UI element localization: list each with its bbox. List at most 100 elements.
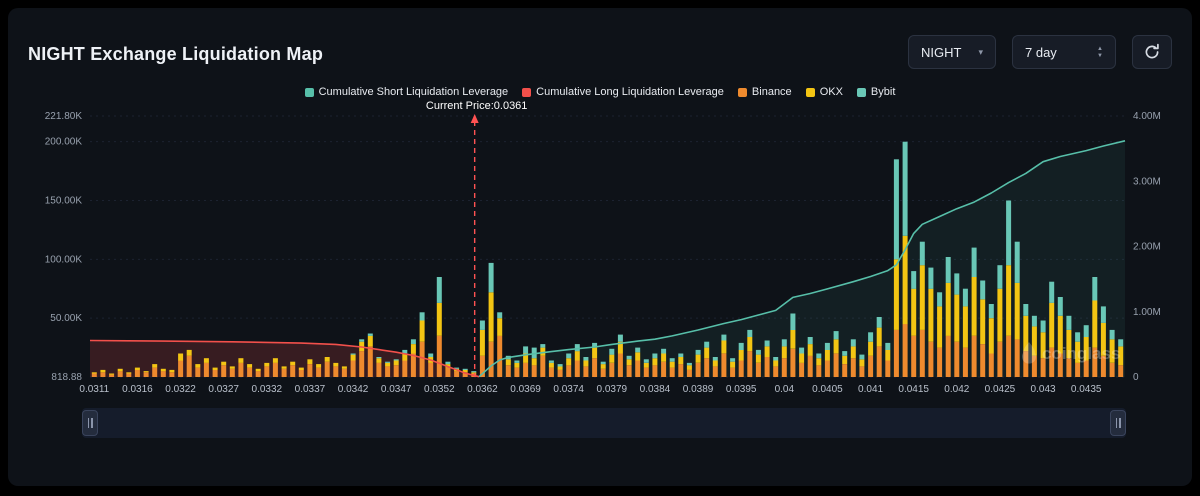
liquidation-bar-binance[interactable] [523,362,529,377]
liquidation-bar-bybit[interactable] [747,329,753,337]
liquidation-bar-okx[interactable] [479,329,485,356]
liquidation-bar-bybit[interactable] [540,344,546,348]
liquidation-bar-bybit[interactable] [997,265,1003,289]
liquidation-bar-binance[interactable] [1023,351,1029,377]
liquidation-bar-binance[interactable] [333,366,339,377]
liquidation-bar-binance[interactable] [747,351,753,377]
liquidation-bar-binance[interactable] [833,353,839,378]
liquidation-bar-okx[interactable] [643,362,649,368]
liquidation-bar-bybit[interactable] [635,347,641,353]
liquidation-bar-binance[interactable] [893,329,899,377]
liquidation-bar-bybit[interactable] [523,346,529,354]
liquidation-bar-binance[interactable] [1092,347,1098,377]
liquidation-bar-okx[interactable] [109,373,115,375]
liquidation-bar-binance[interactable] [678,364,684,377]
liquidation-bar-bybit[interactable] [937,292,943,307]
liquidation-bar-bybit[interactable] [359,339,365,342]
liquidation-bar-okx[interactable] [566,358,572,366]
liquidation-bar-binance[interactable] [152,367,158,377]
liquidation-bar-okx[interactable] [980,299,986,344]
liquidation-bar-bybit[interactable] [893,159,899,260]
liquidation-bar-binance[interactable] [919,329,925,377]
liquidation-bar-binance[interactable] [505,365,511,377]
liquidation-bar-okx[interactable] [919,265,925,330]
liquidation-bar-binance[interactable] [117,371,123,377]
liquidation-bar-binance[interactable] [212,369,218,377]
liquidation-bar-okx[interactable] [143,371,149,373]
liquidation-bar-bybit[interactable] [419,312,425,321]
liquidation-bar-okx[interactable] [1092,300,1098,348]
liquidation-bar-bybit[interactable] [876,317,882,328]
liquidation-bar-bybit[interactable] [712,357,718,361]
liquidation-bar-okx[interactable] [945,282,951,336]
liquidation-bar-okx[interactable] [385,362,391,367]
liquidation-bar-bybit[interactable] [402,349,408,354]
liquidation-bar-okx[interactable] [868,341,874,356]
liquidation-bar-bybit[interactable] [1083,325,1089,337]
liquidation-bar-okx[interactable] [574,351,580,361]
liquidation-bar-binance[interactable] [290,365,296,377]
liquidation-bar-okx[interactable] [850,346,856,359]
liquidation-bar-okx[interactable] [678,357,684,365]
liquidation-bar-okx[interactable] [600,364,606,369]
liquidation-bar-bybit[interactable] [410,339,416,344]
liquidation-bar-bybit[interactable] [376,357,382,359]
liquidation-bar-binance[interactable] [497,335,503,377]
liquidation-bar-okx[interactable] [497,318,503,336]
liquidation-bar-binance[interactable] [247,367,253,377]
liquidation-bar-okx[interactable] [428,357,434,363]
liquidation-bar-bybit[interactable] [609,348,615,355]
liquidation-bar-bybit[interactable] [669,358,675,362]
liquidation-bar-okx[interactable] [721,340,727,354]
liquidation-bar-okx[interactable] [324,357,330,362]
liquidation-bar-binance[interactable] [419,341,425,377]
liquidation-bar-binance[interactable] [1057,353,1063,378]
liquidation-bar-bybit[interactable] [859,354,865,360]
liquidation-bar-binance[interactable] [316,367,322,377]
liquidation-bar-binance[interactable] [1066,358,1072,377]
liquidation-bar-okx[interactable] [316,364,322,368]
liquidation-bar-binance[interactable] [617,353,623,378]
liquidation-bar-binance[interactable] [600,368,606,377]
liquidation-bar-bybit[interactable] [583,357,589,361]
liquidation-bar-okx[interactable] [117,368,123,372]
liquidation-bar-bybit[interactable] [626,355,632,360]
liquidation-bar-okx[interactable] [333,362,339,367]
liquidation-bar-okx[interactable] [816,358,822,366]
liquidation-bar-bybit[interactable] [1109,329,1115,340]
liquidation-bar-bybit[interactable] [954,273,960,295]
liquidation-bar-okx[interactable] [773,360,779,367]
liquidation-bar-binance[interactable] [1006,335,1012,377]
liquidation-bar-binance[interactable] [609,362,615,377]
liquidation-bar-bybit[interactable] [479,320,485,330]
liquidation-bar-okx[interactable] [247,364,253,368]
liquidation-bar-binance[interactable] [781,358,787,377]
liquidation-bar-okx[interactable] [626,359,632,366]
liquidation-bar-binance[interactable] [842,364,848,377]
liquidation-bar-okx[interactable] [402,353,408,361]
liquidation-bar-okx[interactable] [712,360,718,367]
liquidation-bar-binance[interactable] [928,341,934,377]
liquidation-bar-okx[interactable] [410,344,416,354]
liquidation-bar-bybit[interactable] [971,247,977,277]
liquidation-bar-okx[interactable] [781,346,787,359]
liquidation-bar-binance[interactable] [971,335,977,377]
liquidation-bar-okx[interactable] [307,359,313,364]
liquidation-bar-binance[interactable] [730,367,736,377]
liquidation-bar-bybit[interactable] [393,359,399,361]
liquidation-bar-okx[interactable] [824,349,830,361]
liquidation-bar-okx[interactable] [281,366,287,369]
liquidation-bar-binance[interactable] [997,341,1003,377]
liquidation-bar-bybit[interactable] [755,349,761,355]
liquidation-bar-bybit[interactable] [1023,304,1029,316]
liquidation-bar-bybit[interactable] [1118,339,1124,347]
liquidation-bar-bybit[interactable] [643,359,649,363]
liquidation-bar-binance[interactable] [764,357,770,377]
liquidation-bar-binance[interactable] [393,365,399,377]
liquidation-bar-bybit[interactable] [436,277,442,303]
liquidation-bar-binance[interactable] [1031,355,1037,377]
liquidation-bar-bybit[interactable] [428,353,434,358]
liquidation-bar-binance[interactable] [272,362,278,377]
liquidation-bar-okx[interactable] [488,292,494,342]
liquidation-bar-binance[interactable] [143,372,149,377]
